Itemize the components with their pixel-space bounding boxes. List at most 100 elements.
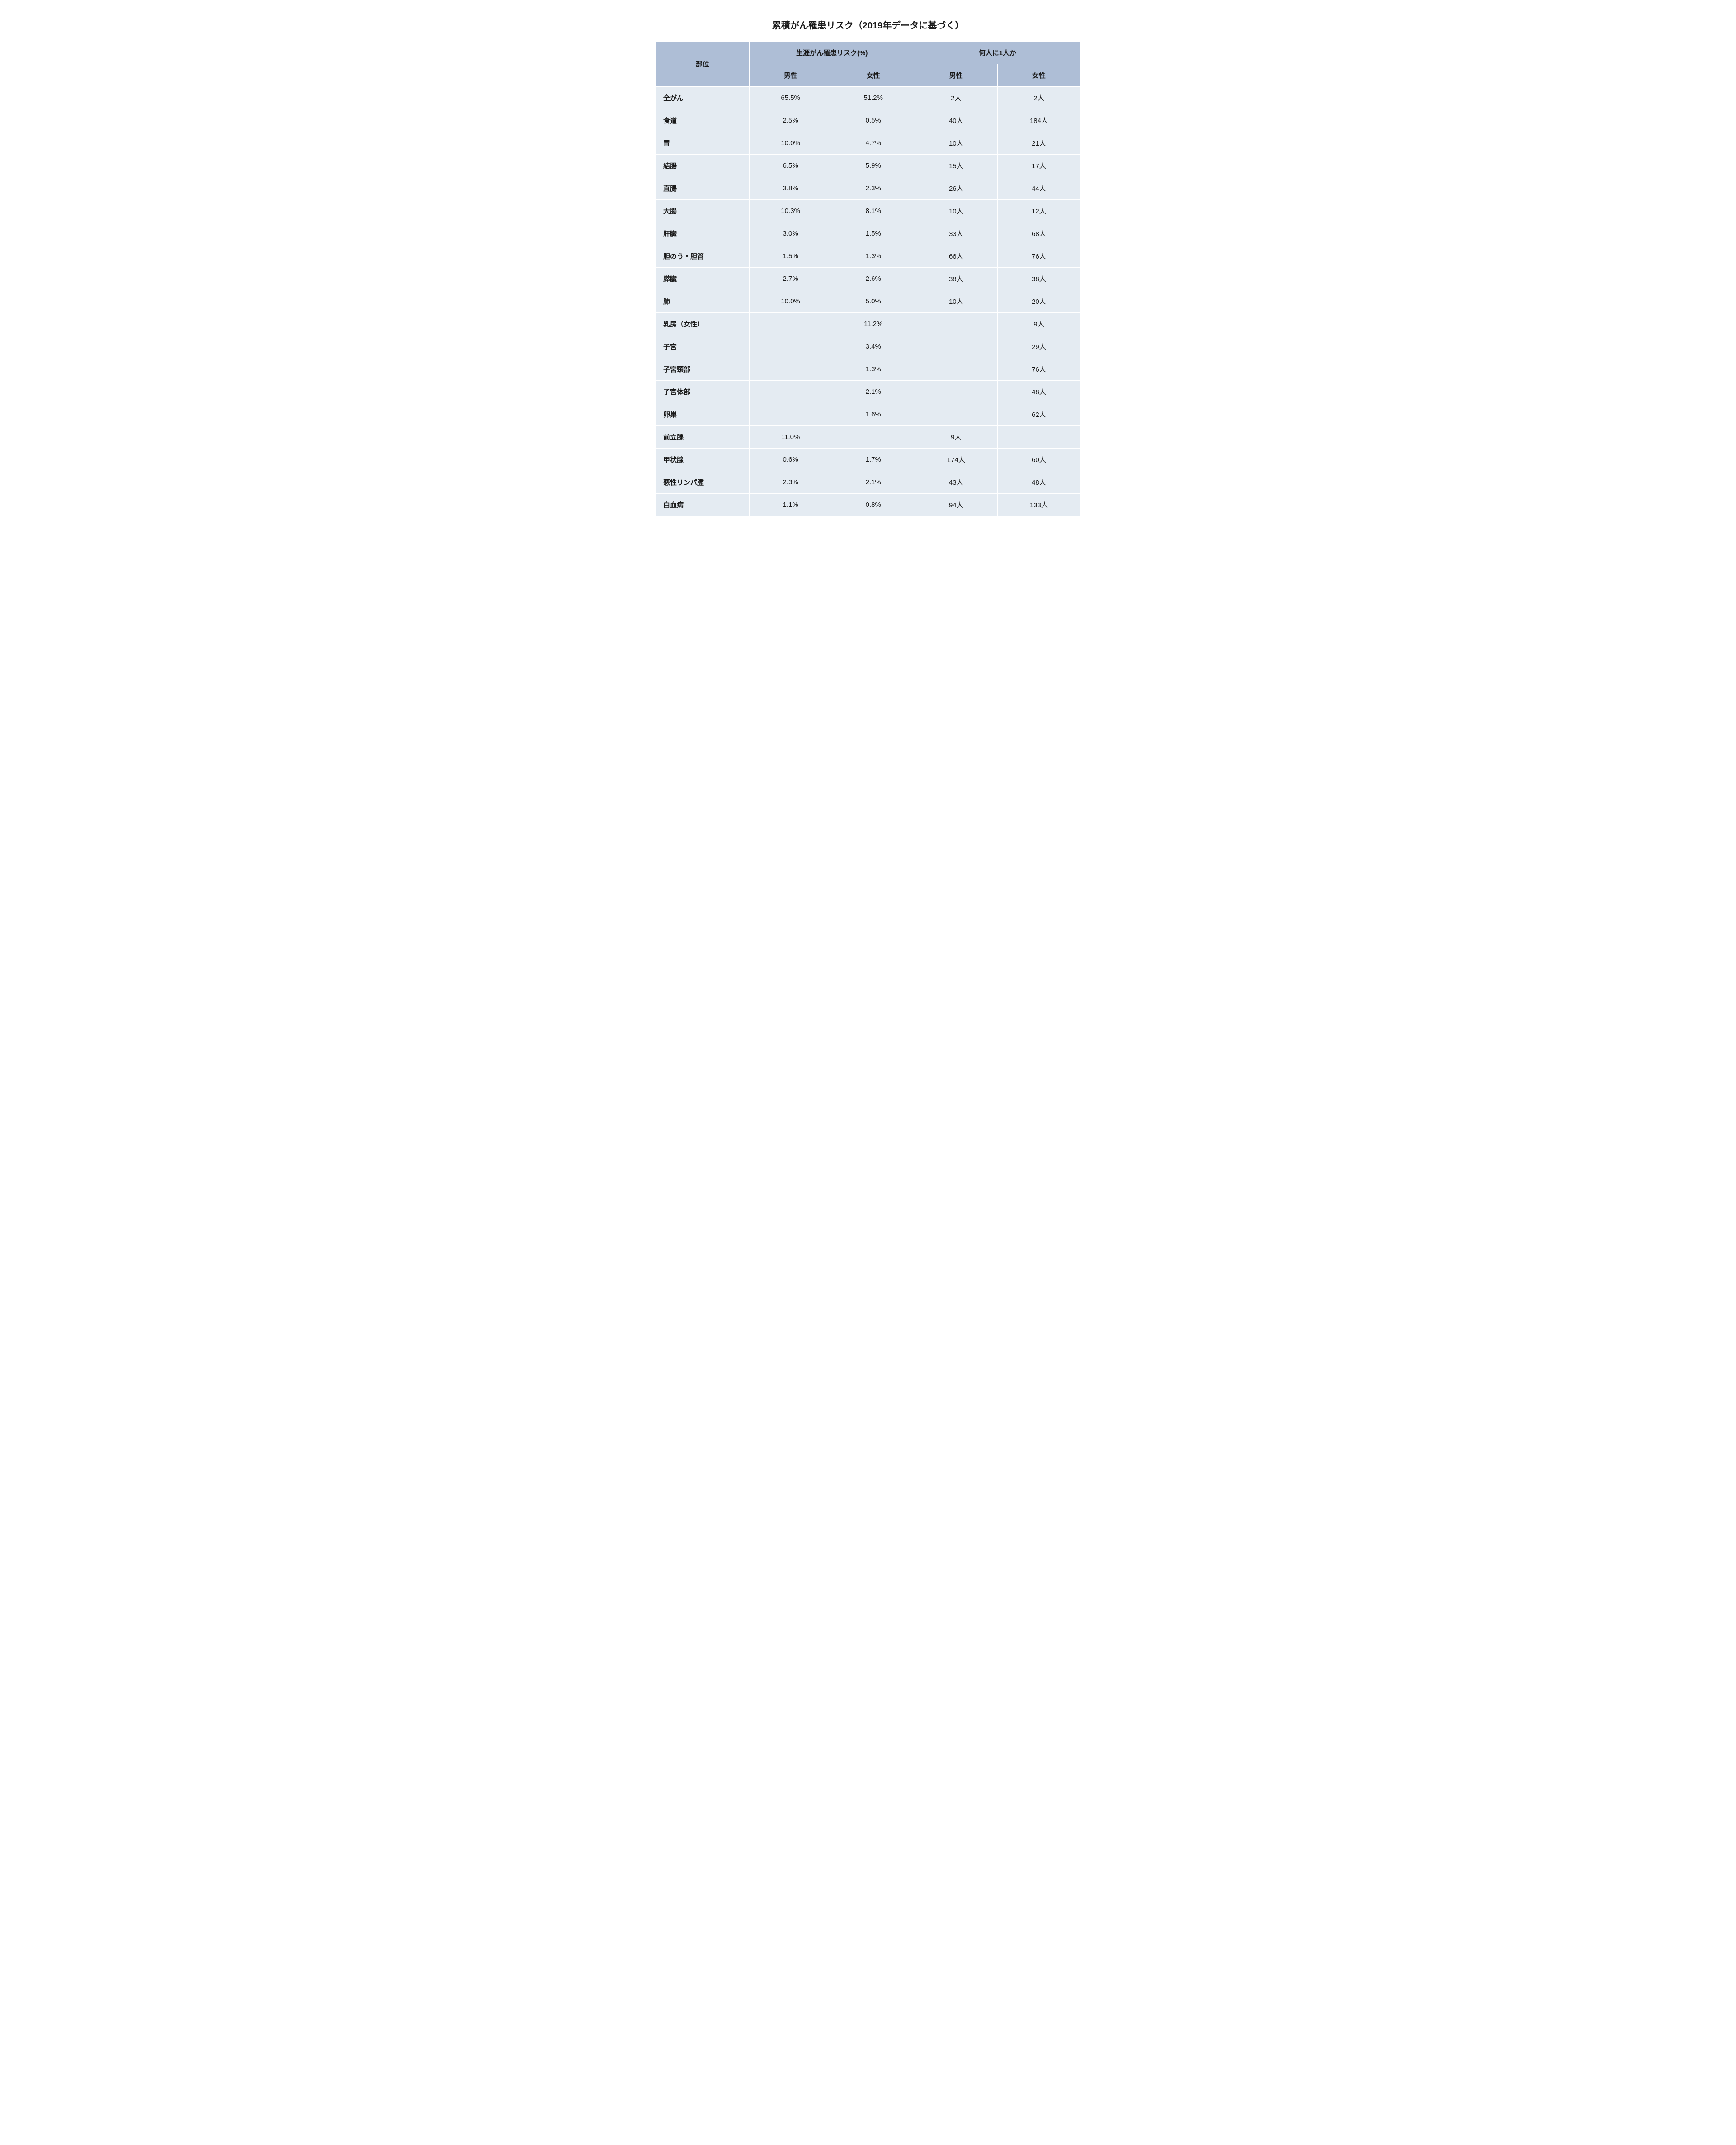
cell-rate-female: 29人 xyxy=(997,335,1080,358)
cell-risk-male: 10.0% xyxy=(749,290,832,313)
table-row: 大腸10.3%8.1%10人12人 xyxy=(656,200,1080,222)
cell-rate-male: 66人 xyxy=(915,245,997,268)
cell-site: 卵巣 xyxy=(656,403,750,426)
cell-risk-male: 1.1% xyxy=(749,494,832,516)
cell-rate-female: 38人 xyxy=(997,268,1080,290)
table-row: 直腸3.8%2.3%26人44人 xyxy=(656,177,1080,200)
cell-rate-male xyxy=(915,335,997,358)
cell-risk-male: 2.5% xyxy=(749,109,832,132)
cell-site: 胃 xyxy=(656,132,750,155)
cell-site: 子宮体部 xyxy=(656,381,750,403)
table-row: 白血病1.1%0.8%94人133人 xyxy=(656,494,1080,516)
cell-risk-male: 10.3% xyxy=(749,200,832,222)
cell-risk-female: 1.5% xyxy=(832,222,915,245)
cell-site: 結腸 xyxy=(656,155,750,177)
cell-site: 前立腺 xyxy=(656,426,750,449)
cell-site: 白血病 xyxy=(656,494,750,516)
cell-site: 膵臓 xyxy=(656,268,750,290)
col-rate-female: 女性 xyxy=(997,64,1080,87)
cell-rate-female: 44人 xyxy=(997,177,1080,200)
cell-rate-female: 68人 xyxy=(997,222,1080,245)
cell-rate-female: 184人 xyxy=(997,109,1080,132)
cell-rate-male: 15人 xyxy=(915,155,997,177)
cell-risk-female: 5.0% xyxy=(832,290,915,313)
cell-risk-male xyxy=(749,335,832,358)
table-row: 悪性リンパ腫2.3%2.1%43人48人 xyxy=(656,471,1080,494)
cell-rate-male xyxy=(915,358,997,381)
cell-rate-female: 17人 xyxy=(997,155,1080,177)
cell-rate-female: 60人 xyxy=(997,449,1080,471)
table-row: 前立腺11.0% 9人 xyxy=(656,426,1080,449)
col-group-risk: 生涯がん罹患リスク(%) xyxy=(749,42,915,64)
col-risk-female: 女性 xyxy=(832,64,915,87)
cell-rate-female: 2人 xyxy=(997,87,1080,109)
cell-risk-male: 3.8% xyxy=(749,177,832,200)
cell-rate-male: 38人 xyxy=(915,268,997,290)
cell-risk-female: 2.3% xyxy=(832,177,915,200)
cell-rate-female: 133人 xyxy=(997,494,1080,516)
cell-site: 胆のう・胆管 xyxy=(656,245,750,268)
cell-risk-male: 2.3% xyxy=(749,471,832,494)
cell-site: 肝臓 xyxy=(656,222,750,245)
risk-table: 部位 生涯がん罹患リスク(%) 何人に1人か 男性 女性 男性 女性 全がん65… xyxy=(656,41,1080,516)
table-row: 胆のう・胆管1.5%1.3%66人76人 xyxy=(656,245,1080,268)
cell-risk-female: 0.5% xyxy=(832,109,915,132)
cell-risk-male: 3.0% xyxy=(749,222,832,245)
cell-risk-male: 11.0% xyxy=(749,426,832,449)
cell-risk-male: 1.5% xyxy=(749,245,832,268)
cell-rate-male xyxy=(915,403,997,426)
cell-rate-female: 76人 xyxy=(997,358,1080,381)
cell-risk-male: 0.6% xyxy=(749,449,832,471)
cell-rate-female: 21人 xyxy=(997,132,1080,155)
cell-site: 大腸 xyxy=(656,200,750,222)
cell-risk-female xyxy=(832,426,915,449)
cell-site: 全がん xyxy=(656,87,750,109)
cell-risk-male xyxy=(749,313,832,335)
cell-rate-male: 9人 xyxy=(915,426,997,449)
table-row: 子宮体部 2.1% 48人 xyxy=(656,381,1080,403)
cell-rate-female: 20人 xyxy=(997,290,1080,313)
cell-risk-female: 2.1% xyxy=(832,381,915,403)
cell-rate-male: 10人 xyxy=(915,290,997,313)
table-row: 乳房（女性）11.2%9人 xyxy=(656,313,1080,335)
cell-site: 乳房（女性） xyxy=(656,313,750,335)
cell-risk-male: 6.5% xyxy=(749,155,832,177)
cell-rate-male: 10人 xyxy=(915,200,997,222)
table-row: 甲状腺0.6%1.7%174人60人 xyxy=(656,449,1080,471)
cell-risk-female: 3.4% xyxy=(832,335,915,358)
cell-rate-male xyxy=(915,381,997,403)
cell-rate-male: 33人 xyxy=(915,222,997,245)
cell-rate-female: 76人 xyxy=(997,245,1080,268)
cell-risk-male xyxy=(749,381,832,403)
cell-risk-male: 10.0% xyxy=(749,132,832,155)
cell-site: 子宮 xyxy=(656,335,750,358)
cell-risk-female: 2.6% xyxy=(832,268,915,290)
table-row: 胃10.0%4.7%10人21人 xyxy=(656,132,1080,155)
table-row: 肺10.0%5.0%10人20人 xyxy=(656,290,1080,313)
cell-risk-female: 0.8% xyxy=(832,494,915,516)
cell-risk-female: 1.3% xyxy=(832,245,915,268)
cell-rate-male xyxy=(915,313,997,335)
cell-site: 甲状腺 xyxy=(656,449,750,471)
cell-risk-female: 11.2% xyxy=(832,313,915,335)
cell-risk-female: 5.9% xyxy=(832,155,915,177)
table-row: 子宮 3.4% 29人 xyxy=(656,335,1080,358)
cell-rate-female: 48人 xyxy=(997,381,1080,403)
cell-rate-male: 26人 xyxy=(915,177,997,200)
cell-rate-female: 62人 xyxy=(997,403,1080,426)
cell-rate-female: 12人 xyxy=(997,200,1080,222)
cell-risk-male xyxy=(749,403,832,426)
cell-risk-female: 1.7% xyxy=(832,449,915,471)
table-row: 膵臓2.7%2.6%38人38人 xyxy=(656,268,1080,290)
cell-rate-male: 10人 xyxy=(915,132,997,155)
cell-site: 直腸 xyxy=(656,177,750,200)
cell-risk-female: 51.2% xyxy=(832,87,915,109)
col-risk-male: 男性 xyxy=(749,64,832,87)
col-site: 部位 xyxy=(656,42,750,87)
cell-risk-female: 4.7% xyxy=(832,132,915,155)
cell-rate-male: 94人 xyxy=(915,494,997,516)
col-group-rate: 何人に1人か xyxy=(915,42,1080,64)
table-row: 食道2.5%0.5%40人184人 xyxy=(656,109,1080,132)
cell-site: 食道 xyxy=(656,109,750,132)
cell-risk-female: 1.6% xyxy=(832,403,915,426)
